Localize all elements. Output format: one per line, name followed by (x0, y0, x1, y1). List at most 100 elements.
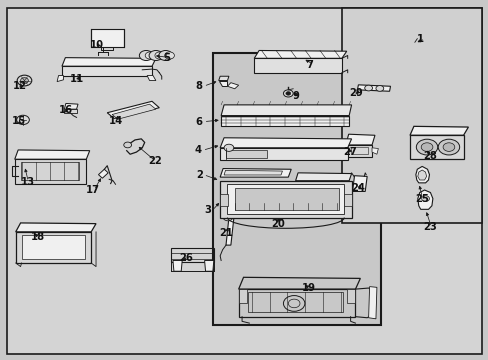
Polygon shape (220, 148, 347, 160)
Polygon shape (352, 176, 366, 192)
Polygon shape (220, 168, 291, 177)
Polygon shape (417, 170, 426, 180)
Polygon shape (295, 173, 351, 181)
Polygon shape (173, 261, 182, 271)
Polygon shape (204, 261, 213, 271)
Circle shape (139, 50, 153, 60)
Polygon shape (147, 76, 156, 81)
Circle shape (123, 142, 131, 148)
Polygon shape (227, 83, 238, 89)
Circle shape (145, 52, 155, 59)
Polygon shape (57, 76, 63, 82)
Circle shape (437, 139, 459, 155)
Polygon shape (339, 148, 345, 153)
Circle shape (155, 52, 164, 59)
Polygon shape (357, 85, 390, 91)
Text: 12: 12 (13, 81, 27, 91)
Text: 20: 20 (271, 219, 285, 229)
Bar (350, 147, 367, 154)
Polygon shape (417, 190, 432, 209)
Polygon shape (221, 116, 348, 126)
Polygon shape (254, 50, 346, 58)
Polygon shape (345, 145, 371, 157)
Polygon shape (238, 289, 246, 303)
Text: 9: 9 (292, 91, 299, 101)
Circle shape (224, 144, 233, 151)
Polygon shape (415, 166, 428, 183)
Text: 16: 16 (59, 105, 73, 115)
Circle shape (285, 92, 290, 95)
Polygon shape (225, 217, 233, 245)
Polygon shape (15, 159, 86, 184)
Circle shape (288, 299, 299, 308)
Polygon shape (62, 58, 156, 66)
Polygon shape (224, 170, 282, 175)
Bar (20, 162, 79, 180)
Circle shape (269, 211, 277, 217)
Polygon shape (98, 169, 108, 178)
Text: 10: 10 (89, 40, 103, 50)
Polygon shape (107, 101, 159, 118)
Text: 2: 2 (195, 170, 203, 180)
Text: 11: 11 (70, 74, 84, 84)
Polygon shape (254, 58, 341, 73)
Text: 26: 26 (179, 253, 192, 263)
Polygon shape (409, 135, 463, 159)
Text: 5: 5 (163, 53, 169, 63)
Polygon shape (218, 76, 228, 81)
Text: 1: 1 (416, 34, 424, 44)
Polygon shape (15, 150, 89, 159)
Text: 25: 25 (414, 194, 428, 204)
Polygon shape (220, 194, 227, 206)
Polygon shape (344, 194, 351, 206)
Polygon shape (221, 105, 351, 116)
Text: 3: 3 (204, 206, 211, 215)
Text: 7: 7 (305, 60, 312, 70)
Polygon shape (16, 232, 91, 263)
Text: 22: 22 (148, 156, 162, 166)
Polygon shape (62, 66, 152, 76)
Polygon shape (16, 223, 96, 232)
Text: 24: 24 (351, 183, 365, 193)
Circle shape (223, 213, 232, 221)
Polygon shape (371, 148, 378, 154)
Circle shape (283, 90, 293, 97)
Polygon shape (21, 235, 84, 260)
Circle shape (17, 75, 32, 86)
Circle shape (149, 50, 163, 60)
Text: 13: 13 (20, 177, 35, 187)
Bar (91, 29, 124, 47)
Text: 28: 28 (423, 151, 437, 161)
Polygon shape (64, 109, 77, 113)
Circle shape (364, 85, 372, 91)
Text: 8: 8 (195, 81, 203, 91)
Text: 27: 27 (342, 147, 356, 157)
Polygon shape (267, 209, 284, 220)
Polygon shape (346, 289, 355, 303)
Polygon shape (234, 188, 339, 210)
Circle shape (415, 139, 437, 155)
Text: 18: 18 (30, 231, 44, 242)
Text: 17: 17 (86, 185, 100, 195)
Polygon shape (227, 184, 344, 214)
Text: 6: 6 (195, 117, 203, 127)
Circle shape (159, 50, 172, 60)
Polygon shape (409, 126, 468, 135)
Text: 19: 19 (301, 283, 315, 293)
Polygon shape (220, 138, 351, 148)
Polygon shape (218, 81, 227, 86)
Polygon shape (220, 181, 351, 217)
Circle shape (442, 143, 454, 151)
Circle shape (20, 78, 28, 84)
Circle shape (17, 115, 29, 125)
Circle shape (164, 52, 174, 59)
Polygon shape (112, 104, 156, 119)
Bar (212, 53, 380, 325)
Bar (248, 292, 343, 312)
Polygon shape (64, 103, 78, 109)
Text: 14: 14 (109, 116, 123, 126)
Bar (225, 150, 267, 158)
Bar (341, 8, 481, 223)
Text: 29: 29 (348, 89, 362, 98)
Text: 23: 23 (423, 222, 436, 232)
